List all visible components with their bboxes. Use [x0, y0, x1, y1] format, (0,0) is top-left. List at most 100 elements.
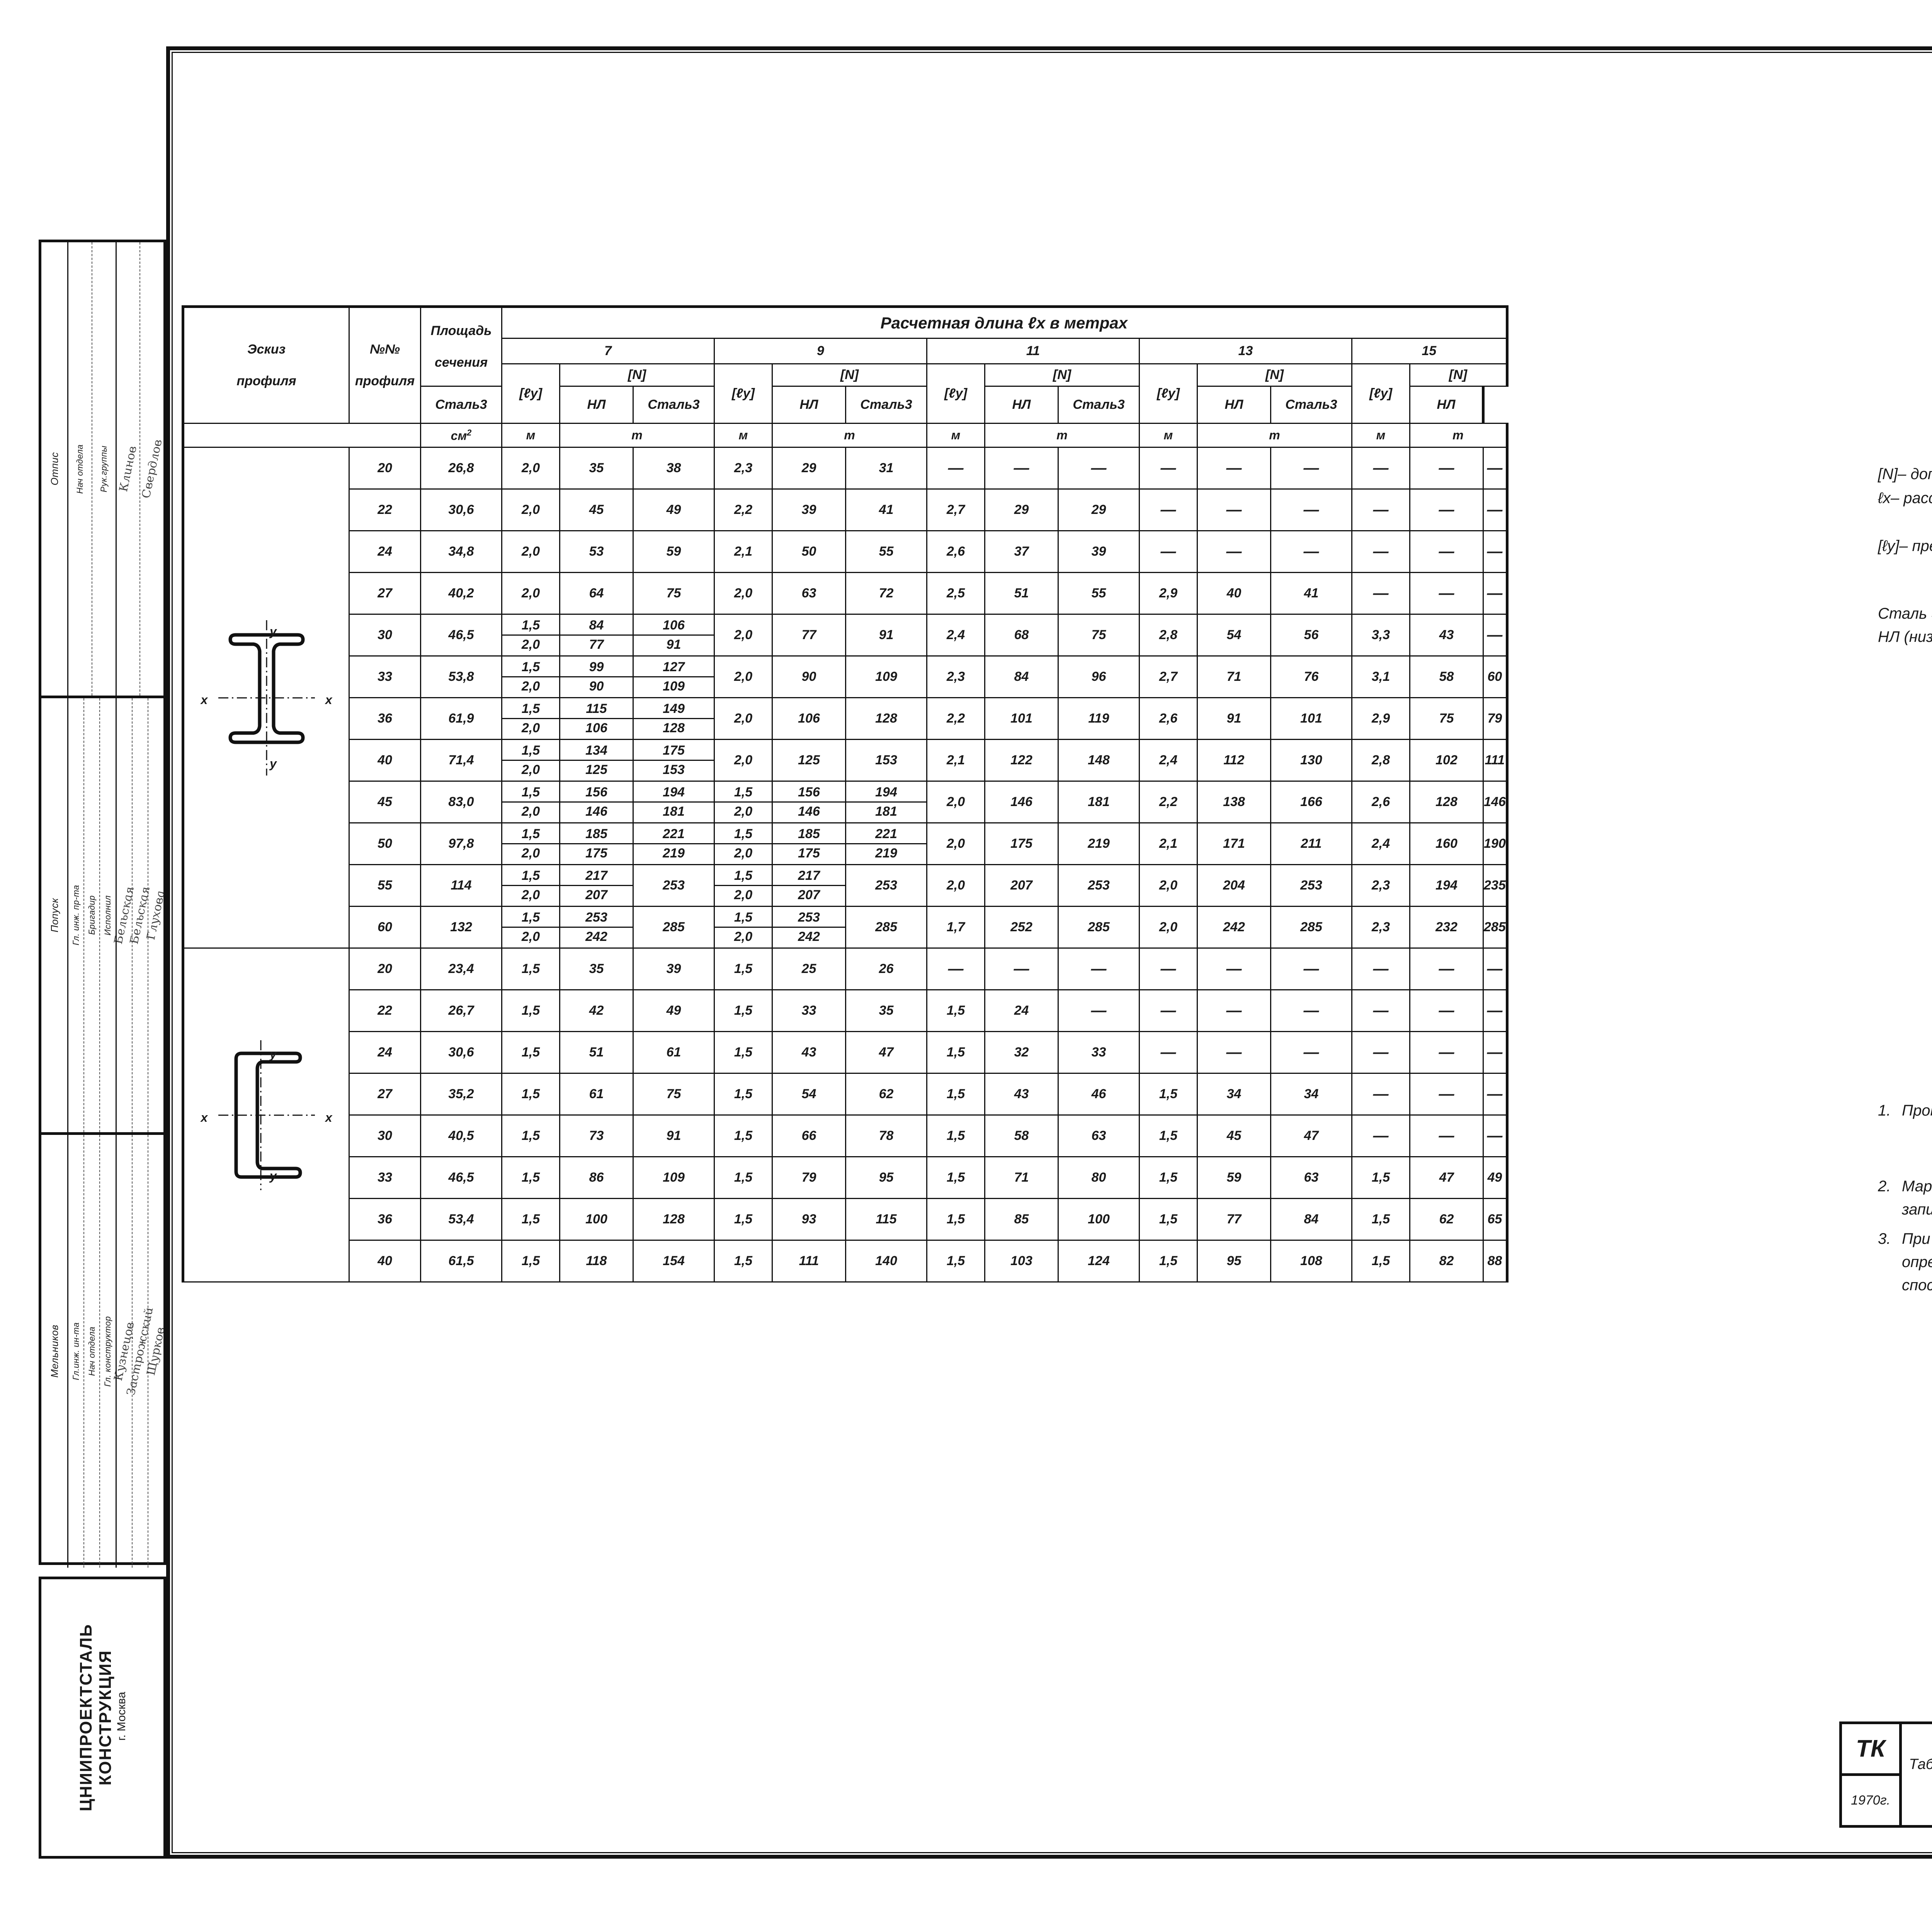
profile-number: 20 [349, 947, 421, 990]
steel3-header-7: Сталь3 [420, 386, 502, 424]
steel3-value-L7: 100 [559, 1198, 634, 1241]
split-cell: 115 106 [560, 700, 633, 737]
unit-m-13: м [1139, 423, 1198, 448]
steel3-value-L11: 175 [984, 822, 1059, 865]
steel3-value-L13: 95 [1197, 1240, 1271, 1283]
ly-value-L11: 1,5 [926, 1240, 985, 1283]
section-area: 30,6 [420, 488, 502, 531]
legend-text-3: – предельно допустимое расстояние между [1899, 538, 1932, 555]
steel3-value-L15: 102 [1409, 739, 1484, 782]
unit-m-11: м [926, 423, 985, 448]
split-cell-value-2: 2,0 [521, 845, 540, 861]
table-row: 24 30,6 1,5 51 61 1,5 43 47 1,5 32 33— — — — — — [183, 1031, 1509, 1074]
nl-value-L11: 80 [1058, 1156, 1140, 1199]
ly-value-L11: 1,5 [926, 989, 985, 1032]
signature-roles-3: Гл.инж. ин-та Нач отдела Гл. конструктор [68, 1135, 117, 1568]
nl-value-L11: 285 [1058, 906, 1140, 949]
legend-item-2: ℓx– расстояние от опорной плиты базы до н… [1878, 486, 1932, 534]
signature-role-2-2: Бригадир [87, 895, 97, 935]
note-number-3: 3. [1878, 1230, 1891, 1247]
axis-label-y-top: y [270, 1047, 277, 1061]
steel3-value-L11: — [984, 447, 1059, 490]
nl-value-L15: 49 [1483, 1156, 1509, 1199]
nl-value-L9: 221 219 [845, 822, 927, 865]
split-cell-value-1: 99 [560, 658, 633, 677]
nl-value-L13: 130 [1270, 739, 1352, 782]
legend-symbol-3: [ℓy] [1878, 538, 1900, 555]
profile-number: 27 [349, 572, 421, 615]
split-cell: 253 242 [773, 908, 845, 946]
profile-number: 24 [349, 530, 421, 573]
steel3-value-L15: 47 [1409, 1156, 1484, 1199]
ly-value-L9: 1,5 [714, 1031, 773, 1074]
n-header-15: [N] [1409, 363, 1509, 387]
nl-value-L9: 31 [845, 447, 927, 490]
table-row: 40 71,4 1,5 2,0 134 125 175 153 2,0 125 153 2,1 122 1… [183, 739, 1509, 782]
split-cell-value-1: 1,5 [502, 825, 559, 844]
title-block: ТК 1970г. Таблица несущей способности пр… [1839, 1721, 1932, 1828]
steel3-value-L9: 54 [772, 1073, 846, 1116]
signature-name-1-2: Свердлов [139, 439, 165, 498]
ly-value-L13: — [1139, 488, 1198, 531]
section-area: 132 [420, 906, 502, 949]
legend-item-3: [ℓy]– предельно допустимое расстояние ме… [1878, 534, 1932, 582]
nl-value-L9: 253 [845, 864, 927, 907]
legend-panel: Обозначения : [N]– допускаемое нормально… [1878, 421, 1932, 648]
split-cell-value-2: 2,0 [734, 845, 753, 861]
split-cell-value-2: 219 [875, 845, 897, 861]
table-row: 24 34,8 2,0 53 59 2,1 50 55 2,6 37 39— — — — — — [183, 530, 1509, 573]
ly-value-L9: 2,1 [714, 530, 773, 573]
header-row-columns: Сталь3 НЛ Сталь3 НЛ Сталь3 НЛ Сталь3 НЛ Сталь3 НЛ [183, 386, 1507, 424]
nl-value-L9: 62 [845, 1073, 927, 1116]
ly-value-L11: 1,5 [926, 1114, 985, 1157]
table-row: 60 132 1,5 2,0 253 242 285 1,5 2,0 253 242 285 1,7 25… [183, 906, 1509, 949]
steel3-value-L11: 101 [984, 697, 1059, 740]
split-cell-value-1: 1,5 [502, 700, 559, 719]
split-cell-value-1: 221 [846, 825, 926, 844]
steel3-value-L13: 77 [1197, 1198, 1271, 1241]
ly-value-L13: 2,7 [1139, 655, 1198, 698]
split-cell-value-1: 217 [560, 867, 633, 886]
nl-value-L7: 221 219 [633, 822, 715, 865]
split-cell: 1,5 2,0 [502, 825, 559, 862]
split-cell: 253 242 [560, 908, 633, 946]
steel3-header-13: Сталь3 [1058, 386, 1140, 424]
signature-roles-1: Нач отдела Рук.группы [68, 242, 117, 696]
table-row: 30 46,5 1,5 2,0 84 77 106 91 2,0 77 91 2,4 68 75 2,8 54… [183, 614, 1509, 657]
ly-value-L11: — [926, 447, 985, 490]
split-cell-value-2: 146 [798, 804, 820, 819]
nl-value-L7: 253 [633, 864, 715, 907]
ly-value-L13: 1,5 [1139, 1114, 1198, 1157]
split-cell-value-2: 2,0 [734, 887, 753, 902]
ly-value-L13: 2,8 [1139, 614, 1198, 657]
ly-value-L13: 1,5 [1139, 1240, 1198, 1283]
signature-block-3: Мельников Гл.инж. ин-та Нач отдела Гл. конс… [41, 1135, 168, 1568]
ly-header-7: [ℓy] [501, 363, 560, 424]
signature-names-2: Бельская Бельская Глухова [111, 698, 168, 1132]
signature-stage-2: Попуск [41, 698, 68, 1132]
section-area: 61,9 [420, 697, 502, 740]
steel3-value-L9: 79 [772, 1156, 846, 1199]
steel3-value-L15: — [1409, 488, 1484, 531]
split-cell: 1,5 2,0 [502, 658, 559, 696]
steel3-value-L13: 71 [1197, 655, 1271, 698]
nl-value-L11: 181 [1058, 781, 1140, 823]
steel3-value-L13: — [1197, 488, 1271, 531]
nl-value-L11: — [1058, 447, 1140, 490]
steel3-value-L15: 232 [1409, 906, 1484, 949]
steel3-value-L7: 118 [559, 1240, 634, 1283]
split-cell: 127 109 [634, 658, 714, 696]
ly-value-L15: — [1351, 1031, 1410, 1074]
ly-value-L13: 1,5 [1139, 1156, 1198, 1199]
ly-value-L15: — [1351, 572, 1410, 615]
table-row: 45 83,0 1,5 2,0 156 146 194 181 1,5 2,0 156 146 194 1… [183, 781, 1509, 823]
profile-number: 30 [349, 614, 421, 657]
ly-value-L15: 3,3 [1351, 614, 1410, 657]
ly-value-L15: — [1351, 1073, 1410, 1116]
profile-number: 20 [349, 447, 421, 490]
steel3-value-L11: 43 [984, 1073, 1059, 1116]
split-cell-value-1: 1,5 [715, 867, 772, 886]
ly-value-L15: 2,4 [1351, 822, 1410, 865]
steel3-value-L7: 134 125 [559, 739, 634, 782]
ly-value-L13: 2,0 [1139, 864, 1198, 907]
